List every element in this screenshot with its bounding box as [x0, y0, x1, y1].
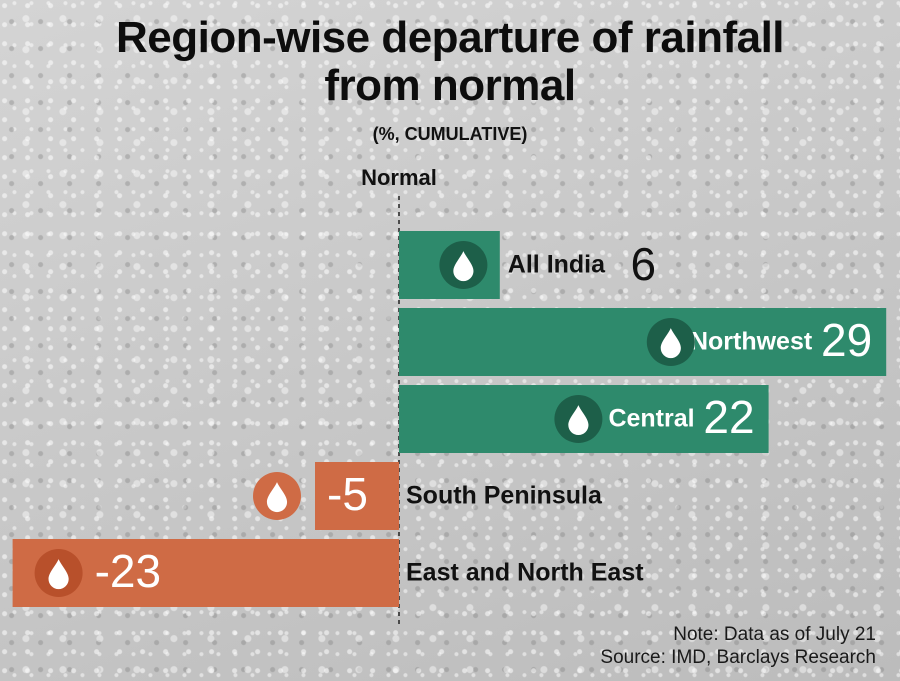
value-label-east-and-north-east: -23 — [95, 545, 161, 597]
category-label-east-and-north-east: East and North East — [406, 559, 644, 587]
water-drop-icon-central-glyph — [568, 405, 589, 436]
title-line-2: from normal — [324, 61, 576, 110]
title-line-1: Region-wise departure of rainfall — [115, 13, 785, 62]
chart-note: Note: Data as of July 21 — [673, 624, 876, 645]
value-label-central: 22 — [703, 391, 754, 443]
water-drop-icon-south-peninsula-glyph — [266, 482, 288, 513]
bars-group: All India 6 29 Northwest 22 Central -5 South Pe… — [12, 231, 887, 607]
water-drop-icon-northwest-glyph — [660, 328, 681, 359]
category-label-all-india: All India — [508, 251, 606, 279]
chart-subtitle: (%, CUMULATIVE) — [372, 124, 528, 144]
chart-title: Region-wise departure of rainfall from n… — [0, 14, 900, 110]
baseline-label: Normal — [361, 165, 437, 190]
category-label-central: Central — [608, 405, 694, 433]
value-label-all-india: 6 — [631, 238, 657, 290]
chart-source: Source: IMD, Barclays Research — [600, 647, 876, 668]
water-drop-icon-east-and-north-east-glyph — [48, 559, 69, 590]
category-label-northwest: Northwest — [690, 328, 813, 356]
value-label-northwest: 29 — [821, 314, 872, 366]
bar-south-peninsula — [315, 462, 399, 530]
bar-northwest — [399, 308, 887, 376]
value-label-south-peninsula: -5 — [327, 468, 368, 520]
category-label-south-peninsula: South Peninsula — [406, 482, 603, 510]
water-drop-icon-all-india-glyph — [453, 251, 474, 282]
